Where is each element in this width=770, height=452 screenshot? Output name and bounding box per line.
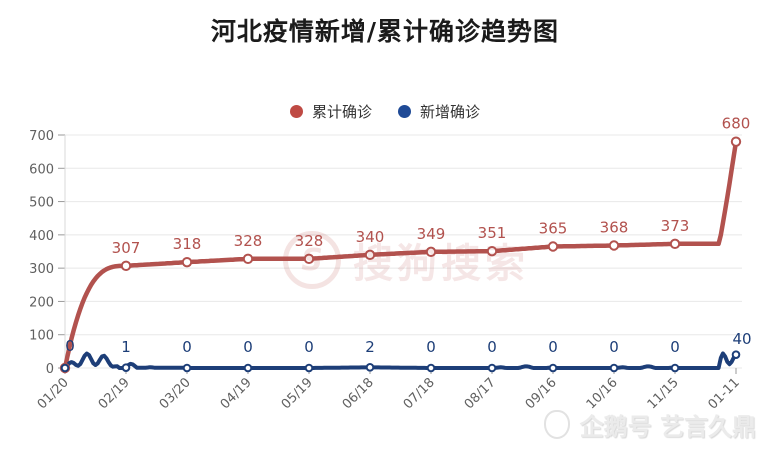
- svg-text:307: 307: [112, 239, 141, 257]
- svg-text:680: 680: [722, 115, 751, 133]
- svg-text:0: 0: [304, 338, 314, 356]
- svg-text:0: 0: [65, 337, 75, 355]
- svg-text:11/15: 11/15: [645, 375, 682, 412]
- svg-text:328: 328: [234, 232, 263, 250]
- svg-text:01-11: 01-11: [706, 375, 743, 412]
- svg-text:200: 200: [29, 295, 54, 310]
- svg-text:06/18: 06/18: [340, 375, 377, 412]
- svg-text:04/19: 04/19: [218, 375, 255, 412]
- svg-text:368: 368: [600, 219, 629, 237]
- legend-dot-new-icon: [398, 105, 411, 118]
- svg-text:373: 373: [661, 217, 690, 235]
- svg-text:2: 2: [365, 338, 375, 356]
- chart-legend: 累计确诊 新增确诊: [0, 101, 770, 122]
- svg-text:500: 500: [29, 196, 54, 211]
- svg-text:0: 0: [243, 338, 253, 356]
- svg-text:300: 300: [29, 262, 54, 277]
- svg-text:07/18: 07/18: [401, 375, 438, 412]
- svg-text:01/20: 01/20: [35, 375, 72, 412]
- svg-text:349: 349: [417, 225, 446, 243]
- legend-label-new: 新增确诊: [420, 103, 481, 121]
- legend-item-new: 新增确诊: [398, 101, 480, 122]
- svg-text:08/17: 08/17: [462, 375, 499, 412]
- legend-item-cumulative: 累计确诊: [289, 101, 372, 122]
- svg-text:1: 1: [121, 338, 131, 356]
- svg-text:0: 0: [182, 338, 192, 356]
- svg-text:0: 0: [548, 338, 558, 356]
- svg-text:0: 0: [487, 338, 497, 356]
- svg-text:340: 340: [356, 228, 385, 246]
- svg-text:100: 100: [29, 329, 54, 344]
- page-title: 河北疫情新增/累计确诊趋势图: [210, 17, 560, 46]
- svg-text:05/19: 05/19: [279, 375, 316, 412]
- svg-text:365: 365: [539, 220, 568, 238]
- svg-text:02/19: 02/19: [96, 375, 133, 412]
- svg-text:700: 700: [29, 129, 54, 144]
- svg-text:0: 0: [670, 338, 680, 356]
- svg-text:0: 0: [609, 338, 619, 356]
- svg-text:10/16: 10/16: [584, 375, 621, 412]
- svg-text:0: 0: [426, 338, 436, 356]
- svg-text:400: 400: [29, 229, 54, 244]
- svg-text:09/16: 09/16: [523, 375, 560, 412]
- legend-label-cumulative: 累计确诊: [311, 103, 372, 121]
- svg-text:0: 0: [46, 362, 54, 377]
- legend-dot-cumulative-icon: [289, 105, 303, 118]
- svg-text:40: 40: [732, 330, 751, 348]
- svg-text:600: 600: [29, 162, 54, 177]
- svg-text:0: 0: [65, 337, 75, 355]
- svg-text:351: 351: [478, 224, 507, 242]
- svg-text:03/20: 03/20: [157, 375, 194, 412]
- svg-text:328: 328: [295, 232, 324, 250]
- svg-text:318: 318: [173, 235, 202, 253]
